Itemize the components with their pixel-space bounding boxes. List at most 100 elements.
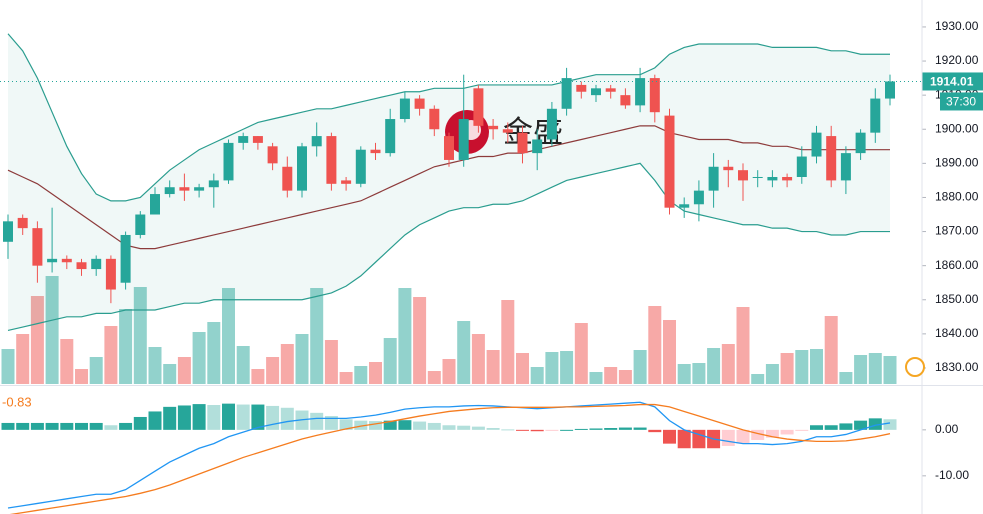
candle-body [238, 136, 249, 143]
candle-body [105, 258, 116, 290]
volume-bar [295, 334, 309, 384]
histogram-bar [354, 420, 368, 430]
candle-body [723, 166, 734, 171]
band-fill [8, 33, 890, 331]
volume-bar [824, 316, 838, 384]
volume-bar [883, 356, 897, 384]
histogram-bar [104, 425, 118, 430]
candle-body [488, 125, 499, 130]
candle-body [355, 149, 366, 184]
volume-bar [516, 353, 529, 384]
histogram-bar [604, 428, 618, 430]
volume-bar [633, 350, 647, 384]
candle-body [150, 194, 160, 215]
histogram-bar [633, 427, 647, 430]
volume-bar [721, 344, 735, 384]
axis: 1830.00 1840.00 1850.00 1860.00 1870.00 1880.… [922, 19, 983, 482]
candle-body [796, 156, 807, 177]
histogram-bar [854, 420, 868, 430]
volume-bar [663, 320, 676, 384]
candle-body [399, 98, 410, 120]
volume-bar [383, 338, 397, 384]
histogram-bar [339, 419, 353, 430]
volume-bar [251, 369, 265, 384]
volume-bar [89, 357, 103, 384]
histogram-bar [545, 429, 559, 431]
histogram-bar [795, 429, 809, 431]
volume-bar [398, 288, 412, 384]
histogram-bar [824, 425, 838, 430]
candle-body [885, 81, 895, 99]
candle-body [223, 142, 234, 181]
volume-bar [207, 322, 221, 384]
histogram-bar [457, 425, 471, 430]
volume-bar [163, 364, 177, 384]
volume-bar [30, 296, 44, 384]
histogram-bar [765, 429, 779, 438]
candle-body [458, 119, 469, 160]
volume-bar [427, 371, 441, 384]
histogram-bar [677, 429, 691, 449]
histogram-bar [310, 412, 324, 430]
candle-body [576, 84, 587, 92]
histogram-bar [839, 423, 853, 430]
volume-bar [222, 288, 235, 384]
candle-body [826, 136, 837, 181]
histogram-bar [663, 429, 676, 444]
candle-body [326, 136, 337, 184]
y-tick-label: 1830.00 [935, 360, 979, 374]
histogram-bar [501, 429, 515, 431]
candle-body [546, 108, 557, 140]
histogram-bar [45, 422, 59, 430]
volume-bar [751, 374, 765, 384]
volume-bar [442, 359, 456, 384]
volume-bar [618, 370, 632, 384]
volume-bar [765, 364, 779, 384]
macd-panel: -0.83 [1, 394, 897, 514]
candle-body [561, 78, 572, 109]
volume-bar [148, 347, 162, 384]
candle-body [3, 221, 13, 242]
histogram-bar [75, 422, 88, 430]
volume-bar [192, 332, 206, 384]
candle-body [752, 176, 763, 178]
volume-bar [119, 309, 133, 384]
volume-bar [839, 372, 853, 384]
histogram-bar [133, 416, 147, 430]
volume-bar [471, 334, 485, 384]
candle-body [855, 132, 866, 154]
histogram-bar [266, 405, 280, 430]
histogram-bar [560, 429, 574, 431]
histogram-bar [30, 422, 44, 430]
candle-body [297, 146, 307, 191]
volume-bar [545, 352, 559, 384]
volume-bar [692, 363, 706, 384]
candle-body [429, 108, 440, 130]
y-tick-label: 1890.00 [935, 156, 979, 170]
candle-body [311, 136, 322, 147]
volume-bar [354, 366, 368, 384]
candle-body [91, 258, 102, 270]
candle-body [370, 149, 381, 154]
histogram-bar [810, 425, 823, 430]
candle-body [679, 204, 690, 208]
histogram-bar [530, 429, 544, 432]
macd-line [7, 401, 891, 509]
histogram-bar [1, 422, 15, 430]
histogram-bar [251, 404, 265, 430]
candle-body [282, 166, 293, 191]
y-tick-label: 1880.00 [935, 190, 979, 204]
globe-icon[interactable] [905, 357, 925, 377]
last-price-label: 1914.01 [930, 75, 974, 89]
histogram-bar [236, 404, 250, 430]
volume-bar [310, 288, 324, 384]
volume-bar [795, 350, 809, 384]
candle-body [61, 258, 72, 263]
y-tick-label: 1840.00 [935, 326, 979, 340]
volume-bar [60, 339, 74, 384]
candle-body [120, 234, 131, 283]
volume-bar [413, 297, 427, 384]
volume-bar [530, 367, 544, 384]
volume-bar [457, 321, 471, 384]
